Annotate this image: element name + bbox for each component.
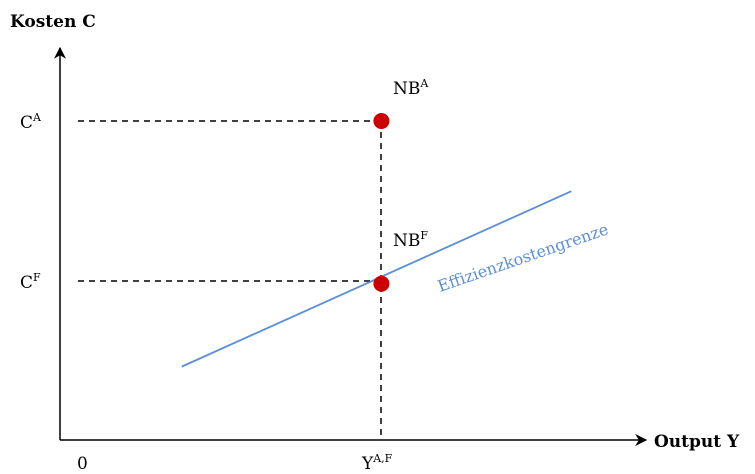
tick-y-af-sup: A,F bbox=[372, 452, 392, 465]
label-nb-f-base: NB bbox=[393, 231, 420, 251]
tick-c-a-base: C bbox=[20, 113, 33, 133]
frontier-label: Effizienzkostengrenze bbox=[435, 219, 611, 295]
tick-y-af: YA,F bbox=[361, 452, 393, 474]
label-nb-f-sup: F bbox=[420, 229, 428, 242]
label-nb-f: NBF bbox=[393, 229, 428, 251]
point-nb-f bbox=[373, 275, 390, 292]
label-nb-a-base: NB bbox=[393, 79, 420, 99]
tick-y-af-base: Y bbox=[361, 454, 374, 474]
tick-c-f: CF bbox=[20, 271, 41, 293]
tick-c-a-sup: A bbox=[32, 111, 42, 124]
origin-label: 0 bbox=[77, 454, 88, 474]
point-nb-a bbox=[373, 113, 390, 129]
tick-c-f-base: C bbox=[20, 273, 33, 293]
tick-c-a: CA bbox=[20, 111, 42, 133]
label-nb-a-sup: A bbox=[419, 77, 429, 90]
label-nb-a: NBA bbox=[393, 77, 429, 99]
y-axis-title: Kosten C bbox=[10, 12, 96, 32]
x-axis-title: Output Y bbox=[654, 432, 740, 452]
tick-c-f-sup: F bbox=[33, 271, 41, 284]
